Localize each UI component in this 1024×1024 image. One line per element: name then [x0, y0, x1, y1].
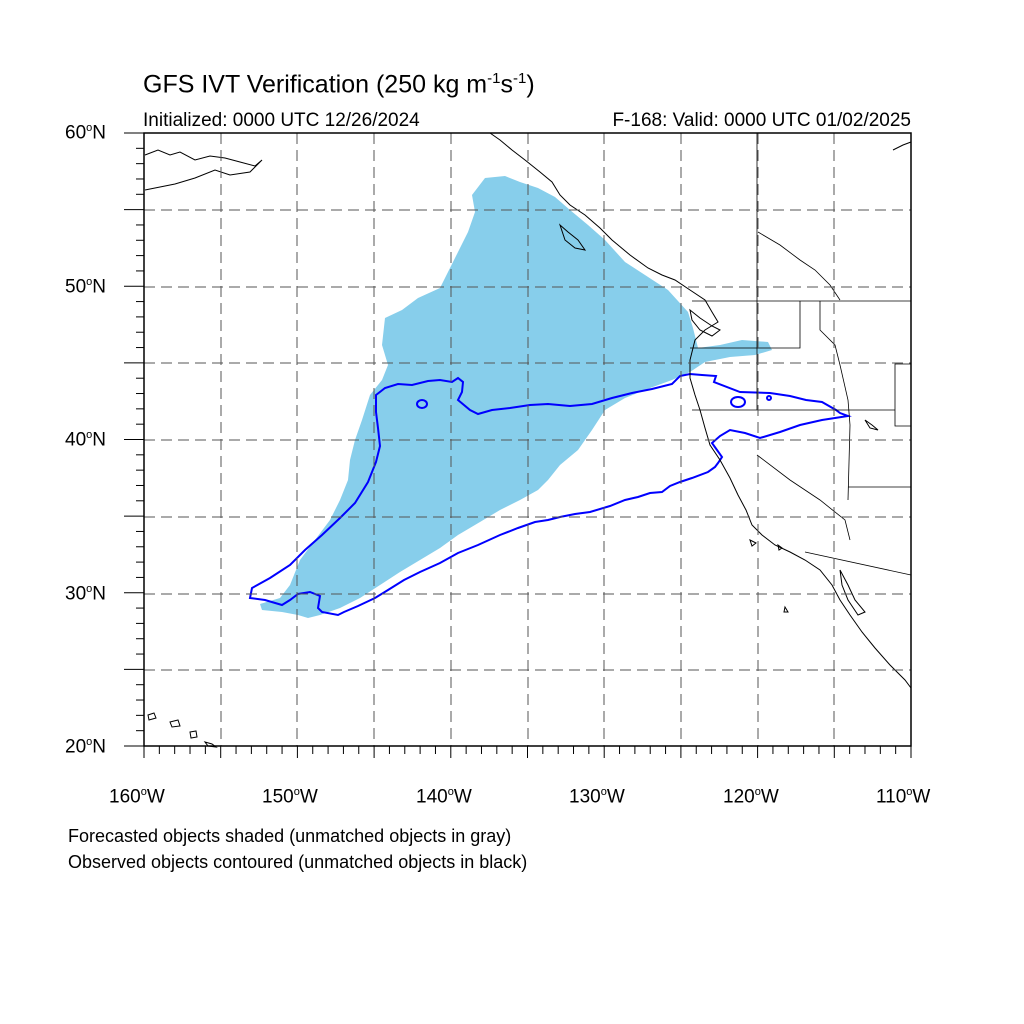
observed-object-contour-small	[766, 395, 772, 401]
lon-label: 150oW	[262, 786, 318, 808]
lat-label: 40oN	[65, 429, 106, 451]
observed-note: Observed objects contoured (unmatched ob…	[68, 852, 528, 872]
observed-object-contour	[248, 372, 852, 617]
map-frame	[143, 132, 912, 747]
observed-object-contour-small	[416, 399, 428, 409]
lat-label: 50oN	[65, 276, 106, 298]
lat-label: 30oN	[65, 583, 106, 605]
map-title: GFS IVT Verification (250 kg m-1s-1)	[143, 70, 535, 99]
lon-label: 140oW	[416, 786, 472, 808]
observed-object-contour-small	[730, 396, 746, 408]
lat-label: 60oN	[65, 122, 106, 144]
valid-time: F-168: Valid: 0000 UTC 01/02/2025	[612, 110, 911, 131]
forecast-note: Forecasted objects shaded (unmatched obj…	[68, 826, 512, 846]
coastlines	[144, 132, 912, 748]
axis-ticks	[124, 132, 912, 758]
lat-label: 20oN	[65, 736, 106, 758]
lon-label: 120oW	[723, 786, 779, 808]
lon-label: 130oW	[569, 786, 625, 808]
lon-label: 160oW	[109, 786, 165, 808]
graticule	[144, 133, 911, 746]
lon-label: 110oW	[876, 786, 931, 808]
state-borders	[690, 133, 912, 576]
initialized-time: Initialized: 0000 UTC 12/26/2024	[143, 110, 420, 131]
